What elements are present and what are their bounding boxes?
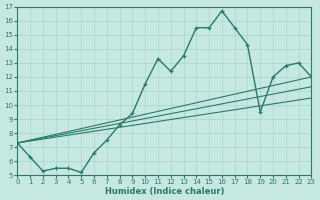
X-axis label: Humidex (Indice chaleur): Humidex (Indice chaleur): [105, 187, 224, 196]
